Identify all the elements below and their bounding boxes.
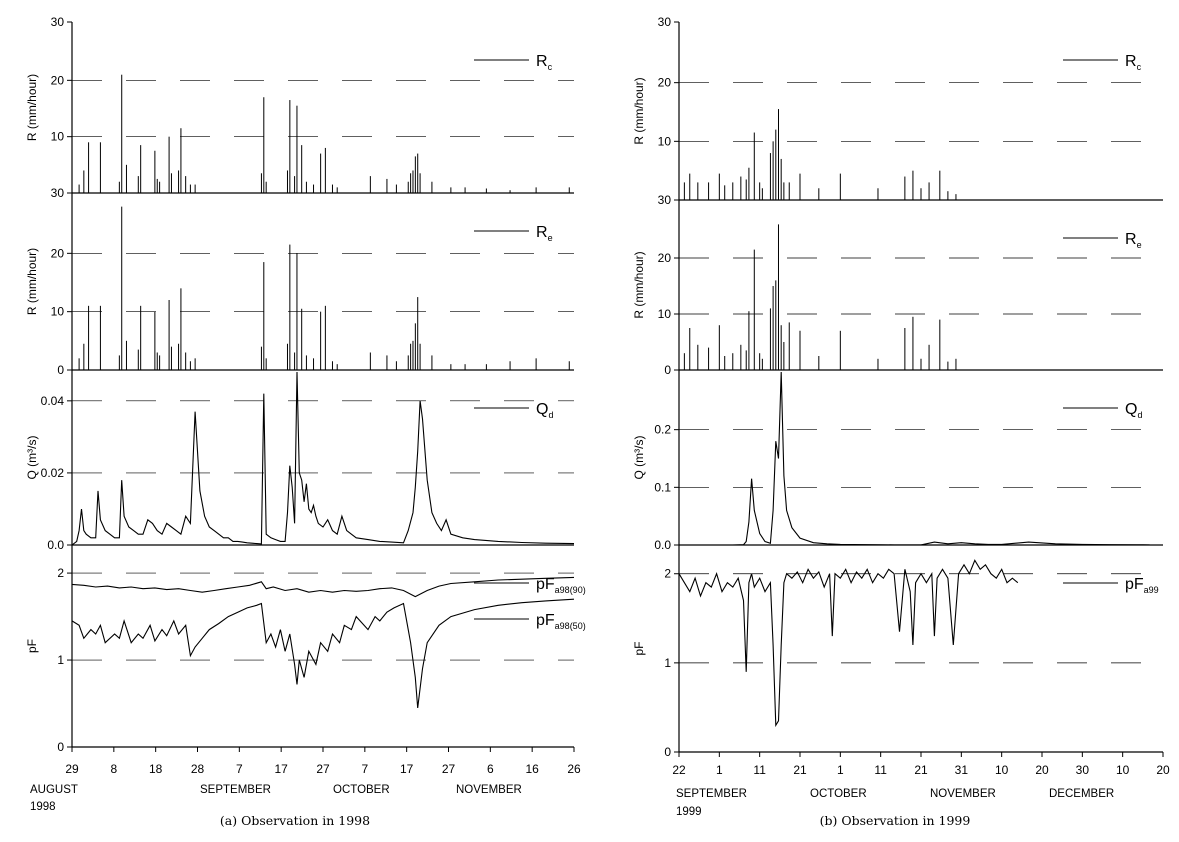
month-label: NOVEMBER [456, 784, 522, 796]
month-label: OCTOBER [333, 784, 390, 796]
x-tick-label: 20 [1035, 763, 1049, 777]
x-tick-label: 20 [1156, 763, 1170, 777]
month-label: AUGUST [30, 784, 78, 796]
legend-entry: Rc [536, 53, 553, 72]
x-tick-label: 10 [1116, 763, 1130, 777]
x-tick-label: 26 [567, 762, 581, 776]
month-label: NOVEMBER [930, 788, 996, 800]
y-tick-label: 2 [664, 567, 671, 581]
x-tick-label: 17 [274, 762, 288, 776]
year-label: 1998 [30, 801, 56, 813]
y-tick-label: 2 [57, 566, 64, 580]
y-axis-label: R (mm/hour) [25, 248, 39, 315]
y-tick-label: 30 [51, 186, 65, 200]
y-tick-label: 20 [658, 76, 672, 90]
x-tick-label: 6 [487, 762, 494, 776]
y-tick-label: 0.04 [41, 394, 65, 408]
x-tick-label: 7 [236, 762, 243, 776]
x-tick-label: 22 [672, 763, 686, 777]
y-axis-label: R (mm/hour) [632, 77, 646, 144]
x-tick-label: 17 [400, 762, 414, 776]
x-tick-label: 18 [149, 762, 163, 776]
year-label: 1999 [676, 806, 702, 818]
y-axis-label: Q (m³/s) [632, 436, 646, 480]
panel-Qd-b: 0.2 0.1 0.0 Q (m³/s) Qd [632, 371, 1163, 552]
legend-entry: pFa99 [1125, 576, 1159, 595]
y-tick-label: 30 [658, 193, 672, 207]
legend-entry: Qd [536, 401, 553, 420]
x-tick-label: 27 [316, 762, 330, 776]
month-label: DECEMBER [1049, 788, 1114, 800]
x-tick-label: 21 [793, 763, 807, 777]
x-tick-label: 1 [837, 763, 844, 777]
x-tick-label: 29 [65, 762, 79, 776]
y-tick-label: 10 [51, 305, 65, 319]
y-tick-label: 0.02 [41, 466, 65, 480]
x-tick-label: 11 [874, 763, 887, 777]
month-label: OCTOBER [810, 788, 867, 800]
panel-Qd-a: 0.04 0.02 0.0 Q (m³/s) Qd [25, 371, 575, 552]
panel-Re-a: 30 20 10 0 R (mm/hour) Re [25, 186, 574, 377]
y-tick-label: 20 [51, 73, 65, 87]
series-line [71, 371, 575, 546]
figure-caption: (b) Observation in 1999 [820, 813, 971, 828]
figure-caption: (a) Observation in 1998 [220, 813, 370, 828]
panel-Re-b: 30 20 10 0 R (mm/hour) Re [632, 193, 1163, 377]
legend-entry: Rc [1125, 53, 1142, 72]
legend-entry: Re [1125, 231, 1142, 250]
y-axis-label: pF [25, 639, 39, 653]
series-line [71, 576, 575, 598]
x-tick-label: 7 [361, 762, 368, 776]
panel-pF-b: 2 1 0 pF pFa99 [632, 559, 1163, 759]
y-axis-label: R (mm/hour) [632, 251, 646, 318]
y-tick-label: 30 [658, 15, 672, 29]
legend-entry: Qd [1125, 401, 1142, 420]
y-tick-label: 20 [658, 251, 672, 265]
y-tick-label: 0.0 [47, 538, 64, 552]
x-tick-label: 16 [525, 762, 539, 776]
y-tick-label: 0.0 [654, 538, 671, 552]
y-tick-label: 1 [57, 653, 64, 667]
panel-pF-a: 2 1 0 pF pFa98(90) pFa98(50) [25, 566, 586, 754]
y-axis-label: R (mm/hour) [25, 74, 39, 141]
y-tick-label: 0 [57, 363, 64, 377]
month-label: SEPTEMBER [676, 788, 747, 800]
y-tick-label: 1 [664, 656, 671, 670]
panel-Rc-b: 30 20 10 R (mm/hour) Rc [632, 15, 1163, 201]
x-tick-label: 31 [955, 763, 969, 777]
series-line [71, 598, 575, 708]
panel-Rc-a: 30 20 10 R (mm/hour) Rc [25, 15, 574, 194]
series-line [679, 371, 1150, 546]
y-axis-label: pF [632, 641, 646, 655]
y-tick-label: 0.1 [654, 480, 671, 494]
y-tick-label: 0.2 [654, 423, 671, 437]
x-tick-label: 8 [110, 762, 117, 776]
y-tick-label: 10 [658, 134, 672, 148]
legend-entry: pFa98(90) [536, 576, 586, 595]
y-tick-label: 0 [57, 740, 64, 754]
x-tick-label: 1 [716, 763, 723, 777]
legend-entry: Re [536, 224, 553, 243]
y-tick-label: 10 [51, 130, 65, 144]
month-label: SEPTEMBER [200, 784, 271, 796]
x-tick-label: 21 [914, 763, 928, 777]
y-tick-label: 20 [51, 246, 65, 260]
y-tick-label: 0 [664, 745, 671, 759]
x-tick-label: 11 [753, 763, 766, 777]
x-tick-label: 10 [995, 763, 1009, 777]
y-tick-label: 10 [658, 307, 672, 321]
x-tick-label: 30 [1076, 763, 1090, 777]
y-axis-label: Q (m³/s) [25, 436, 39, 480]
series-line [678, 559, 1019, 728]
x-tick-label: 28 [191, 762, 205, 776]
y-tick-label: 0 [664, 363, 671, 377]
legend-entry: pFa98(50) [536, 612, 586, 631]
y-tick-label: 30 [51, 15, 65, 29]
x-tick-label: 27 [442, 762, 456, 776]
